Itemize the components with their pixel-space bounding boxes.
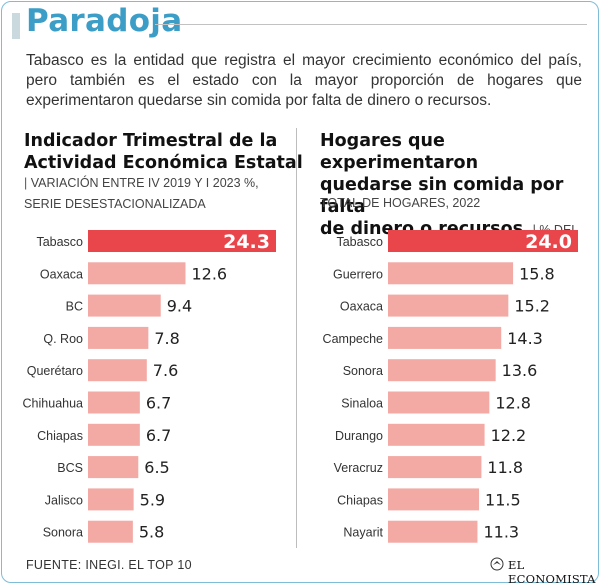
right-category-label-2: Oaxaca <box>340 300 383 314</box>
right-category-label-6: Durango <box>335 429 383 443</box>
right-chart-subtitle: total de hogares, 2022 <box>320 193 480 214</box>
left-bar-6 <box>88 423 140 446</box>
right-bar-7 <box>388 456 482 479</box>
right-bar-2 <box>388 294 509 317</box>
right-bar-4 <box>388 359 496 382</box>
left-value-label-6: 6.7 <box>146 426 171 445</box>
right-value-label-4: 13.6 <box>502 361 538 380</box>
left-bar-9 <box>88 520 133 543</box>
left-bar-7 <box>88 456 139 479</box>
left-value-label-9: 5.8 <box>139 523 164 542</box>
right-bar-0 <box>388 230 578 252</box>
right-category-label-7: Veracruz <box>334 461 383 475</box>
left-subtitle-line2: serie desestacionalizada <box>24 197 206 211</box>
page-title: Paradoja <box>26 3 183 39</box>
right-bar-8 <box>388 488 480 511</box>
right-category-label-4: Sonora <box>343 364 383 378</box>
left-chart-heading: Indicador Trimestral de la Actividad Eco… <box>24 130 303 174</box>
right-bar-6 <box>388 423 485 446</box>
left-category-label-4: Querétaro <box>27 364 83 378</box>
right-category-label-1: Guerrero <box>333 267 383 281</box>
right-heading-line2: quedarse sin comida por falta <box>320 175 564 217</box>
left-category-label-6: Chiapas <box>37 429 83 443</box>
left-value-label-1: 12.6 <box>191 264 227 283</box>
left-category-label-0: Tabasco <box>36 235 83 249</box>
left-bar-5 <box>88 391 140 414</box>
title-rule <box>155 24 587 25</box>
left-chart-subtitle: | Variación entre IV 2019 y I 2023 %, se… <box>24 173 259 215</box>
source-note: FUENTE: INEGI. EL TOP 10 <box>26 558 192 572</box>
left-category-label-8: Jalisco <box>45 493 83 507</box>
right-category-label-9: Nayarit <box>343 526 383 540</box>
subtitle-separator: | <box>24 176 31 190</box>
left-bar-4 <box>88 359 147 382</box>
right-bar-5 <box>388 391 490 414</box>
right-value-label-7: 11.8 <box>487 458 523 477</box>
left-subtitle-line1: Variación entre IV 2019 y I 2023 %, <box>30 176 259 190</box>
right-category-label-5: Sinaloa <box>341 397 383 411</box>
left-heading-line2: Actividad Económica Estatal <box>24 153 303 173</box>
left-category-label-7: BCS <box>57 461 83 475</box>
left-heading-line1: Indicador Trimestral de la <box>24 131 278 151</box>
left-category-label-9: Sonora <box>43 526 83 540</box>
right-category-label-3: Campeche <box>323 332 383 346</box>
right-value-label-9: 11.3 <box>483 523 519 542</box>
left-bar-0 <box>88 230 276 252</box>
left-bar-2 <box>88 294 161 317</box>
right-value-label-3: 14.3 <box>507 329 543 348</box>
right-value-label-1: 15.8 <box>519 264 555 283</box>
right-category-label-0: Tabasco <box>336 235 383 249</box>
left-category-label-5: Chihuahua <box>23 397 84 411</box>
right-value-label-6: 12.2 <box>491 426 527 445</box>
right-bar-1 <box>388 262 514 285</box>
brand-logo-text: EL ECONOMISTA <box>508 558 596 586</box>
left-value-label-5: 6.7 <box>146 394 171 413</box>
right-value-label-0: 24.0 <box>525 231 572 253</box>
title-accent <box>12 13 20 39</box>
left-value-label-3: 7.8 <box>154 329 179 348</box>
right-category-label-8: Chiapas <box>337 493 383 507</box>
right-bar-9 <box>388 520 478 543</box>
left-bar-3 <box>88 326 149 349</box>
right-value-label-2: 15.2 <box>514 297 550 316</box>
right-bar-3 <box>388 326 502 349</box>
left-bar-8 <box>88 488 134 511</box>
right-subtitle-line2: total de hogares, 2022 <box>320 196 481 210</box>
left-value-label-0: 24.3 <box>223 231 270 253</box>
left-value-label-4: 7.6 <box>153 361 178 380</box>
intro-text: Tabasco es la entidad que registra el ma… <box>26 52 582 109</box>
left-bar-1 <box>88 262 186 285</box>
eagle-logo-icon <box>490 557 504 571</box>
left-value-label-2: 9.4 <box>167 297 192 316</box>
left-category-label-3: Q. Roo <box>43 332 83 346</box>
left-value-label-7: 6.5 <box>144 458 169 477</box>
left-category-label-1: Oaxaca <box>40 267 83 281</box>
right-heading-line1: Hogares que experimentaron <box>320 131 479 173</box>
right-value-label-8: 11.5 <box>485 490 521 509</box>
left-value-label-8: 5.9 <box>140 490 165 509</box>
left-category-label-2: BC <box>66 300 83 314</box>
column-divider <box>296 128 297 548</box>
right-value-label-5: 12.8 <box>495 394 531 413</box>
